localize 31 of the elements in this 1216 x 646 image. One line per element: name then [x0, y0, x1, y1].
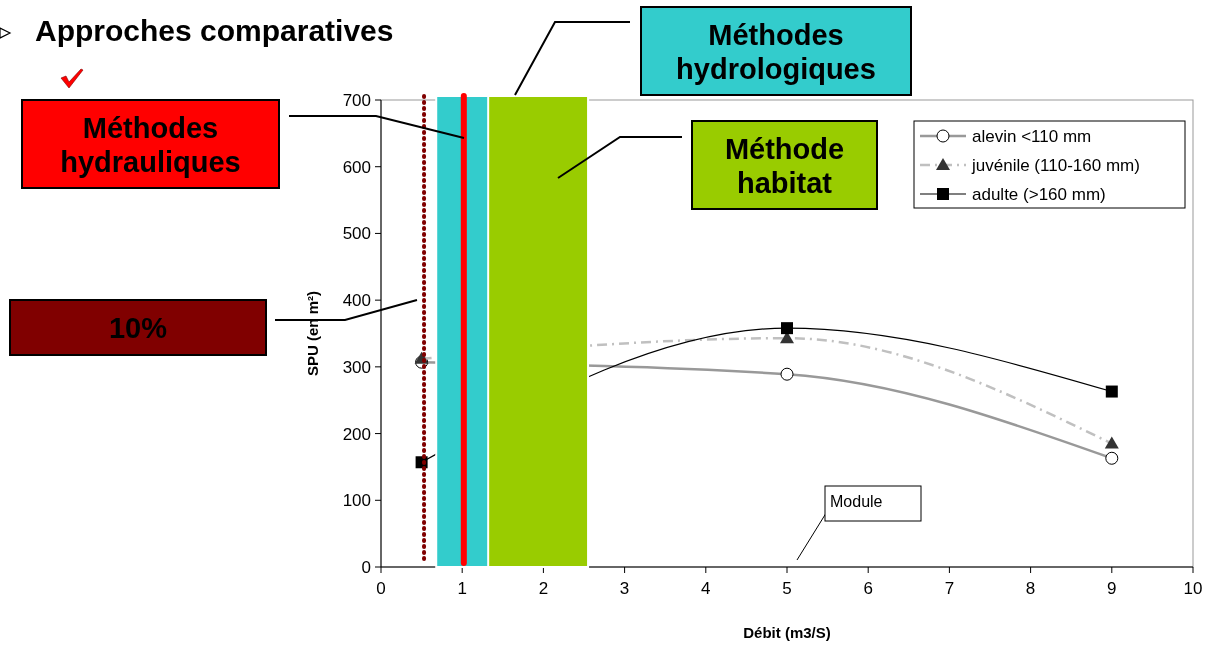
x-tick-label: 3 — [619, 579, 630, 598]
point — [1105, 385, 1118, 398]
legend-label: adulte (>160 mm) — [972, 185, 1106, 204]
text: 10% — [108, 311, 168, 344]
y-tick-label: 300 — [342, 357, 371, 377]
y-tick-label: 600 — [342, 157, 371, 177]
x-tick-label: 10 — [1183, 579, 1203, 598]
legend-label: juvénile (110-160 mm) — [971, 156, 1140, 175]
text: Méthodes hydrauliques — [60, 112, 241, 178]
y-tick-label: 0 — [361, 558, 371, 577]
annotation: Méthode habitat — [724, 133, 845, 199]
x-tick-label: 5 — [782, 579, 792, 598]
x-tick-label: 8 — [1025, 579, 1036, 598]
annotation: Module — [830, 492, 883, 510]
y-tick-label: 400 — [342, 291, 371, 311]
x-tick-label: 7 — [944, 579, 955, 598]
x-tick-label: 6 — [863, 579, 873, 598]
chart-title: Approches comparatives — [35, 14, 394, 47]
y-tick-label: 700 — [342, 91, 371, 110]
y-tick-label: 200 — [342, 424, 371, 444]
x-tick-label: 0 — [376, 579, 386, 598]
text: Méthodes hydrologiques — [676, 19, 876, 85]
legend-label: alevin <110 mm — [972, 127, 1092, 146]
y-tick-label: 100 — [342, 491, 371, 511]
x-tick-label: 9 — [1107, 579, 1117, 598]
y-tick-label: 500 — [342, 224, 371, 244]
point — [781, 322, 793, 335]
x-tick-label: 2 — [538, 579, 549, 598]
x-tick-label: 1 — [457, 579, 467, 598]
x-axis-title: Débit (m3/S) — [743, 624, 831, 641]
x-tick-label: 4 — [701, 579, 711, 598]
